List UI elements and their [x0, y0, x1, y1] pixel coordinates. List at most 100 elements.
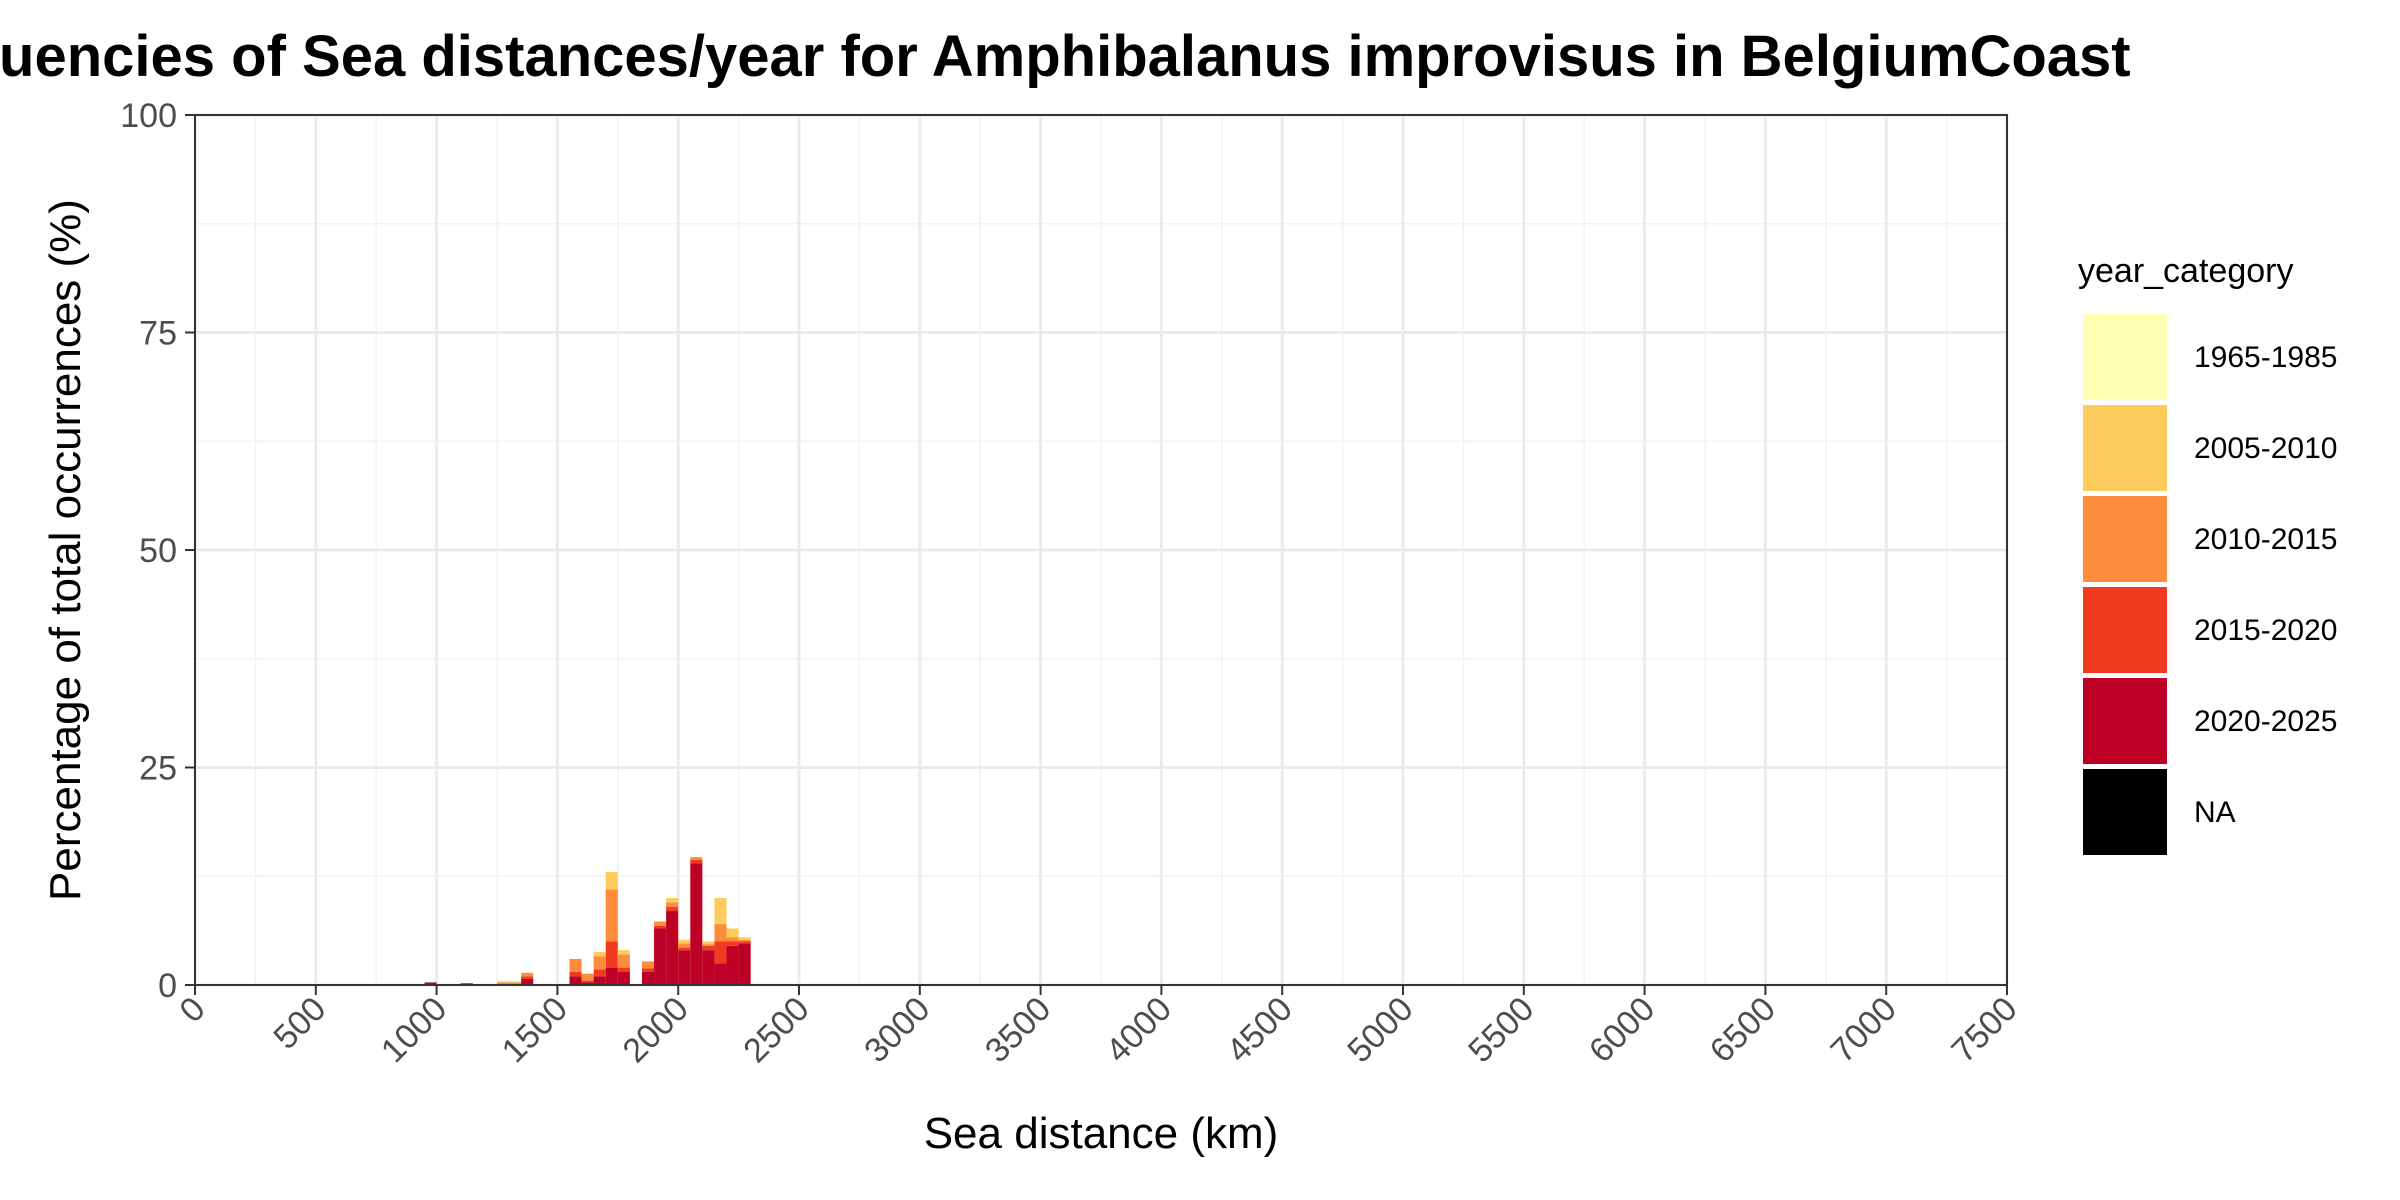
- x-tick-label: 2500: [736, 990, 816, 1070]
- bar-segment: [690, 863, 703, 985]
- y-tick-label: 75: [139, 315, 177, 353]
- bar-segment: [605, 889, 618, 942]
- bar-segment: [690, 857, 703, 860]
- bar-segment: [497, 981, 510, 983]
- bar-segment: [569, 958, 582, 972]
- bar-segment: [654, 928, 667, 985]
- bar-segment: [617, 950, 630, 955]
- bar-segment: [678, 943, 691, 948]
- legend-swatch: [2083, 405, 2167, 491]
- bar-segment: [702, 950, 715, 985]
- x-tick-label: 1500: [495, 990, 575, 1070]
- bar-segment: [424, 982, 437, 985]
- bar-segment: [714, 963, 727, 985]
- legend-swatch: [2083, 587, 2167, 673]
- bar-segment: [666, 902, 679, 907]
- bar-segment: [726, 941, 739, 946]
- bar-segment: [617, 971, 630, 985]
- bar-segment: [678, 947, 691, 951]
- legend-label: 2020-2025: [2194, 705, 2337, 738]
- bar-segment: [641, 961, 655, 969]
- bar-segment: [509, 981, 522, 983]
- legend-swatch: [2083, 678, 2167, 764]
- x-tick-label: 7000: [1824, 990, 1904, 1070]
- bar-segment: [726, 945, 739, 985]
- bar-segment: [641, 971, 655, 985]
- y-axis-title: Percentage of total occurrences (%): [41, 199, 90, 901]
- bars: [424, 857, 751, 985]
- bar-segment: [569, 976, 582, 985]
- bar-segment: [521, 976, 534, 979]
- legend-label: 1965-1985: [2194, 341, 2337, 374]
- x-tick-label: 6500: [1703, 990, 1783, 1070]
- bar-segment: [497, 982, 510, 985]
- x-tick-label: 6000: [1582, 990, 1662, 1070]
- y-tick-label: 50: [139, 532, 177, 570]
- legend-label: 2015-2020: [2194, 614, 2337, 647]
- x-axis-title: Sea distance (km): [924, 1109, 1279, 1158]
- y-tick-label: 25: [139, 750, 177, 788]
- bar-segment: [726, 928, 739, 938]
- bar-segment: [690, 859, 703, 864]
- bar-segment: [617, 967, 630, 972]
- bar-segment: [738, 943, 751, 985]
- bar-segment: [593, 956, 606, 970]
- legend-swatch: [2083, 769, 2167, 855]
- legend-swatch: [2083, 496, 2167, 582]
- bar-segment: [605, 967, 618, 985]
- bar-segment: [678, 950, 691, 985]
- y-tick-label: 100: [120, 97, 177, 135]
- legend-title: year_category: [2078, 252, 2293, 290]
- bar-segment: [581, 980, 594, 983]
- x-tick-label: 1000: [374, 990, 454, 1070]
- bar-segment: [678, 939, 691, 944]
- bar-segment: [666, 911, 679, 985]
- y-tick-label: 0: [158, 967, 177, 1005]
- bar-segment: [521, 972, 534, 977]
- x-tick-label: 5000: [1340, 990, 1420, 1070]
- bar-segment: [581, 973, 594, 981]
- bar-segment: [714, 898, 727, 925]
- x-tick-label: 4000: [1099, 990, 1179, 1070]
- bar-segment: [738, 939, 751, 942]
- bar-segment: [738, 941, 751, 944]
- bar-segment: [726, 937, 739, 942]
- x-tick-label: 7500: [1944, 990, 2024, 1070]
- bar-segment: [666, 898, 679, 903]
- chart-title: Frequencies of Sea distances/year for Am…: [0, 24, 2131, 89]
- legend-label: NA: [2194, 796, 2236, 829]
- bar-segment: [641, 968, 655, 972]
- bar-segment: [654, 925, 667, 929]
- x-axis: 0 500 1000 1500 2000 2500 3000 3500 4000 4500 5000…: [172, 985, 2025, 1070]
- x-tick-label: 500: [266, 990, 333, 1057]
- bar-segment: [605, 871, 618, 890]
- bar-segment: [714, 941, 727, 964]
- x-tick-label: 5500: [1461, 990, 1541, 1070]
- bar-segment: [702, 941, 715, 945]
- bar-segment: [569, 971, 582, 977]
- bar-segment: [654, 921, 667, 926]
- bar-segment: [617, 954, 630, 968]
- bar-segment: [702, 945, 715, 951]
- x-tick-label: 0: [172, 990, 212, 1030]
- bar-segment: [593, 976, 606, 985]
- legend-label: 2005-2010: [2194, 432, 2337, 465]
- bar-segment: [702, 944, 715, 946]
- x-tick-label: 3500: [978, 990, 1058, 1070]
- bar-segment: [738, 937, 751, 940]
- x-tick-label: 4500: [1220, 990, 1300, 1070]
- bar-segment: [666, 906, 679, 912]
- legend-label: 2010-2015: [2194, 523, 2337, 556]
- x-tick-label: 3000: [857, 990, 937, 1070]
- y-axis: 0 25 50 75 100: [120, 97, 195, 1005]
- bar-segment: [581, 982, 594, 985]
- bar-segment: [714, 924, 727, 942]
- legend: year_category 1965-1985 2005-2010 2010-201…: [2078, 252, 2337, 855]
- bar-segment: [593, 969, 606, 977]
- bar-segment: [605, 941, 618, 968]
- legend-swatch: [2083, 314, 2167, 400]
- bar-segment: [593, 951, 606, 957]
- x-tick-label: 2000: [616, 990, 696, 1070]
- bar-segment: [509, 982, 522, 985]
